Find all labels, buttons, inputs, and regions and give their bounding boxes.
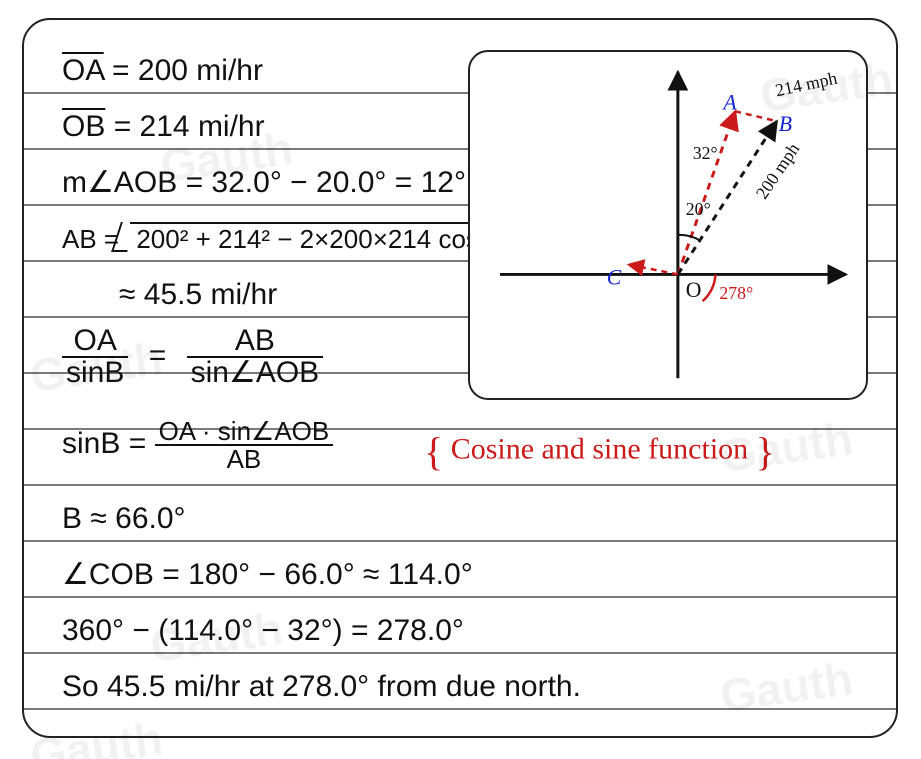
frac-den: sinB [62, 358, 128, 388]
edge-ab [735, 111, 777, 121]
frac-num: AB [187, 326, 324, 358]
paper-rule [24, 540, 896, 542]
label-b: B [779, 112, 792, 136]
brace-left-icon: { [424, 429, 443, 474]
line-ab-result: ≈ 45.5 mi/hr [119, 280, 277, 310]
equals: = [149, 339, 167, 372]
label-214mph: 214 mph [773, 68, 839, 101]
paper-rule [24, 484, 896, 486]
label-200mph: 200 mph [752, 139, 804, 202]
line-360: 360° − (114.0° − 32°) = 278.0° [62, 616, 464, 646]
vector-diagram: O 32° 20° 278° A B C 200 mph 214 mph [468, 50, 868, 400]
sinb-lhs: sinB = [62, 427, 155, 460]
line-cob: ∠COB = 180° − 66.0° ≈ 114.0° [62, 560, 473, 590]
line-sinb-equals: sinB = OA · sin∠AOB AB [62, 418, 333, 472]
line-angle-aob: m∠AOB = 32.0° − 20.0° = 12° [62, 168, 466, 198]
line-law-of-sines: OA sinB = AB sin∠AOB [62, 326, 323, 388]
sqrt-radicand: 200² + 214² − 2×200×214 cos12° [130, 222, 522, 252]
seg-oa-bar: OA [62, 54, 104, 87]
line-b-value: B ≈ 66.0° [62, 504, 186, 534]
frac-oa-sinb: OA sinB [62, 326, 128, 388]
line-oa: OA = 200 mi/hr [62, 56, 263, 86]
label-c: C [607, 265, 622, 289]
line-oa-value: = 200 mi/hr [112, 54, 263, 87]
annotation-text: Cosine and sine function [451, 432, 756, 465]
frac-den: sin∠AOB [187, 358, 324, 388]
seg-ob-bar: OB [62, 110, 105, 143]
line-ab-sqrt: AB = 200² + 214² − 2×200×214 cos12° [62, 222, 522, 252]
label-32: 32° [693, 143, 718, 163]
arc-32 [678, 235, 701, 241]
label-278: 278° [719, 283, 753, 303]
notebook-frame: OA = 200 mi/hr OB = 214 mi/hr m∠AOB = 32… [22, 18, 898, 738]
label-a: A [721, 90, 737, 114]
brace-right-icon: } [756, 429, 775, 474]
paper-rule [24, 708, 896, 710]
arc-278 [703, 274, 716, 301]
annotation-cos-sin: { Cosine and sine function } [424, 428, 775, 475]
vector-oa [678, 111, 735, 274]
line-ob-value: = 214 mi/hr [114, 110, 265, 143]
diagram-svg: O 32° 20° 278° A B C 200 mph 214 mph [470, 52, 866, 398]
frac-num: OA [62, 326, 128, 358]
frac-num: OA · sin∠AOB [155, 418, 334, 446]
origin-label: O [686, 278, 702, 302]
paper-rule [24, 652, 896, 654]
frac-sinb-rhs: OA · sin∠AOB AB [155, 418, 334, 472]
frac-ab-sinaob: AB sin∠AOB [187, 326, 324, 388]
paper-rule [24, 596, 896, 598]
frac-den: AB [155, 446, 334, 472]
line-ob: OB = 214 mi/hr [62, 112, 265, 142]
line-answer: So 45.5 mi/hr at 278.0° from due north. [62, 672, 581, 702]
label-20: 20° [686, 199, 711, 219]
